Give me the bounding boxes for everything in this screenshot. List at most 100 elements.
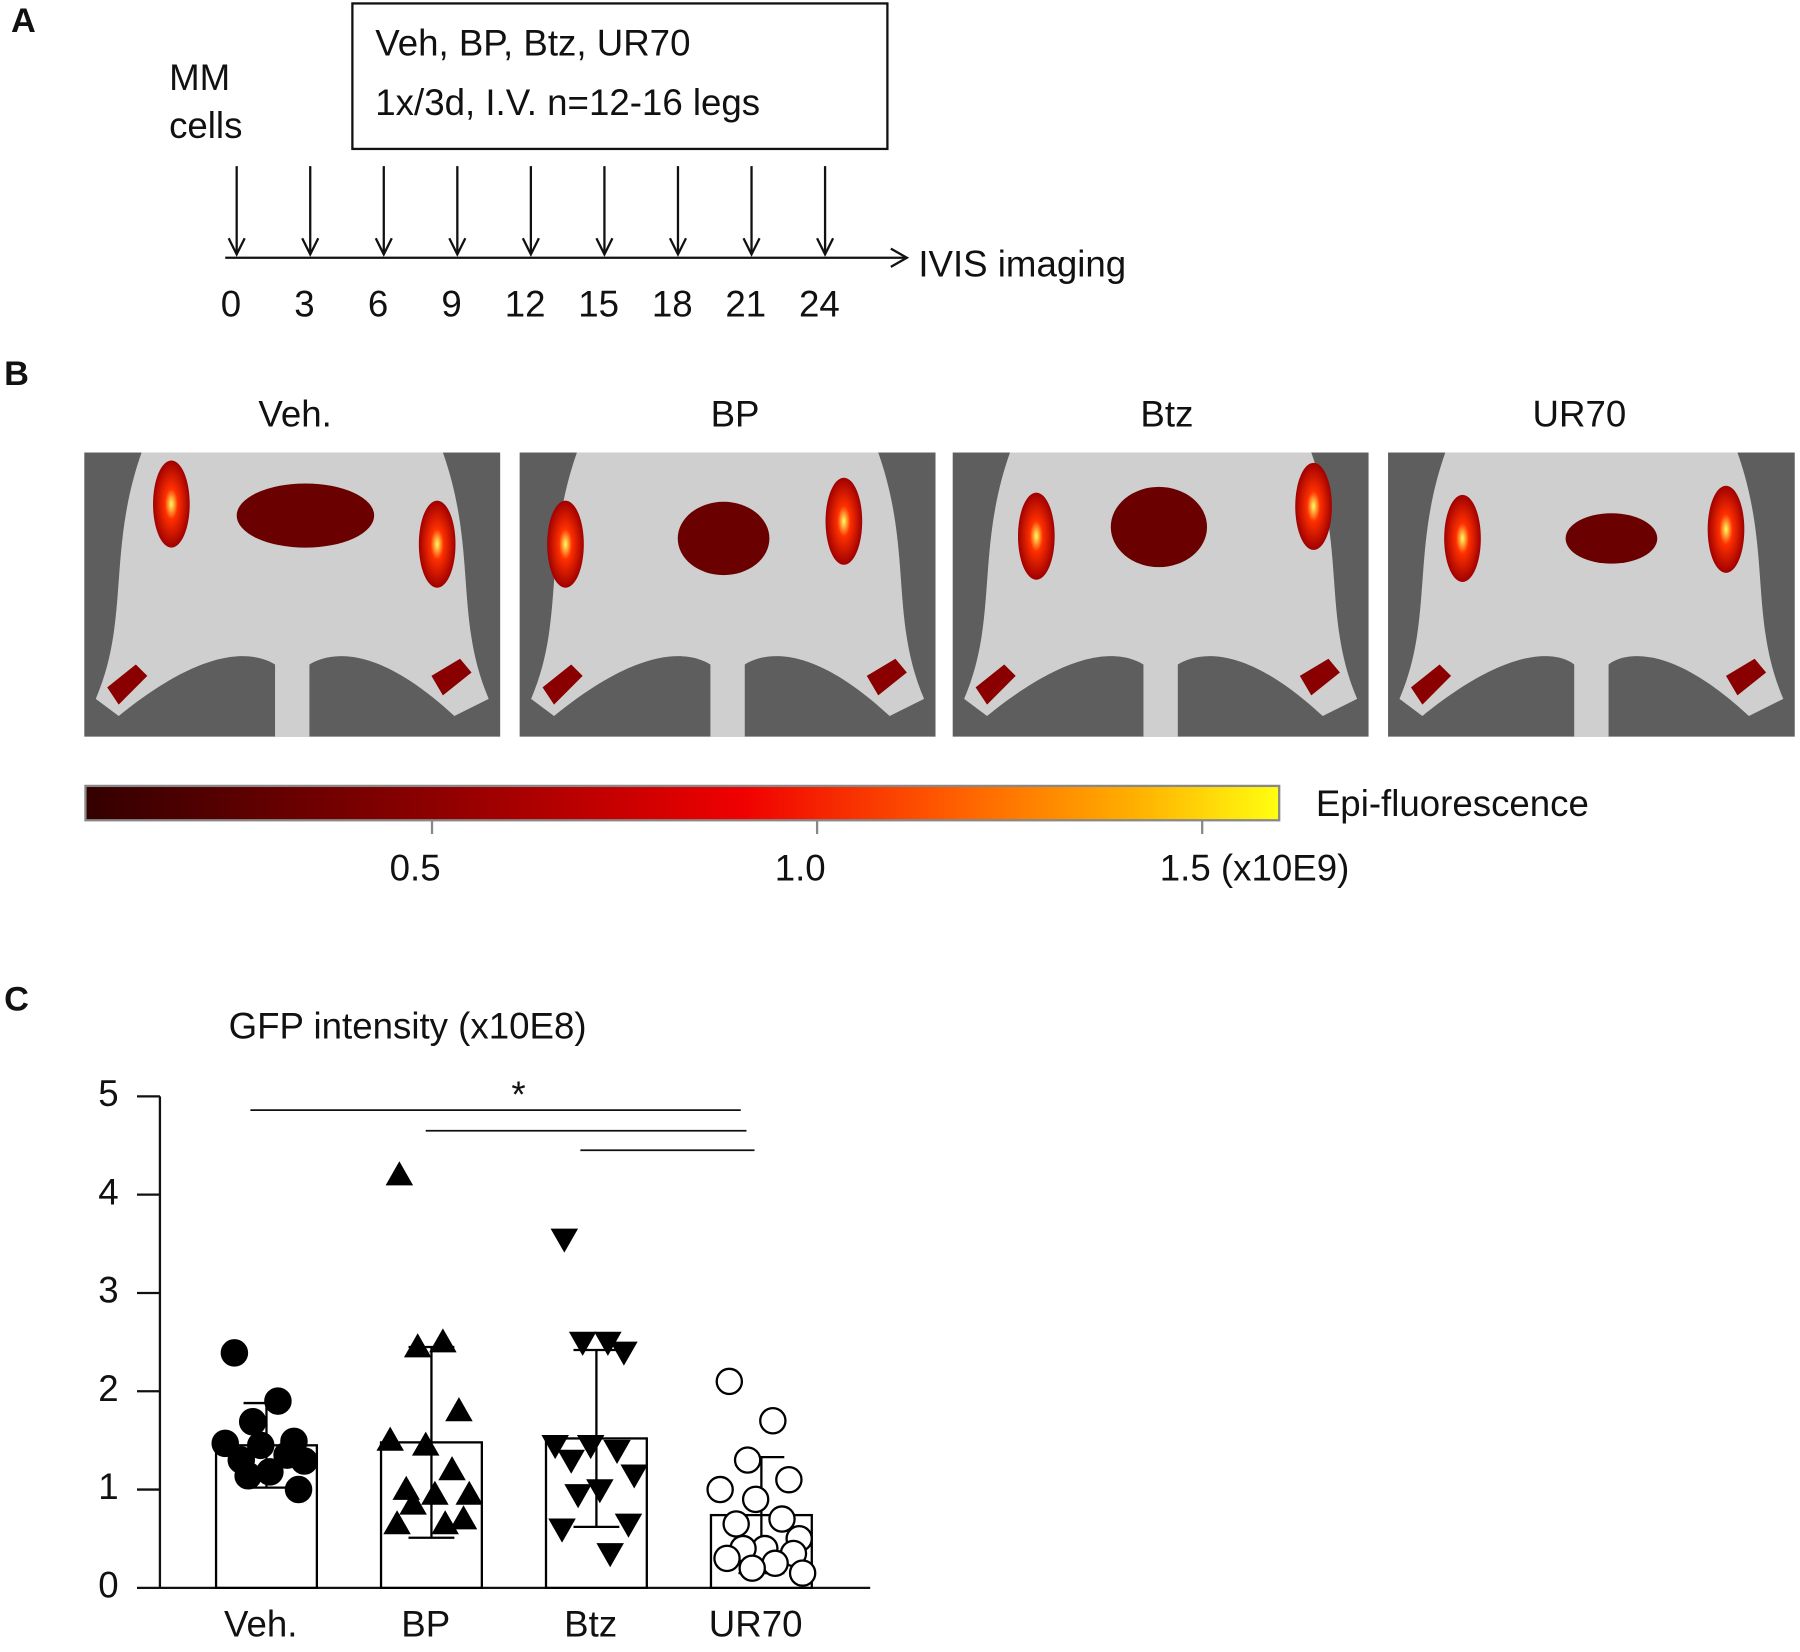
data-point (768, 1505, 796, 1533)
colorbar-tick-label: 0.5 (390, 847, 441, 888)
data-point (376, 1426, 404, 1451)
data-point (403, 1333, 432, 1358)
y-tick-label: 3 (98, 1270, 118, 1311)
day-label: 21 (725, 284, 766, 325)
day-label: 15 (578, 284, 619, 325)
data-point (234, 1462, 262, 1490)
arrowhead (668, 237, 688, 257)
injection-label: MM (169, 57, 230, 98)
colorbar-tick-label: 1.5 (x10E9) (1160, 847, 1350, 888)
data-point (385, 1161, 414, 1186)
x-tick-label: UR70 (709, 1603, 803, 1644)
signal (1565, 513, 1658, 564)
data-point (759, 1406, 787, 1435)
y-tick-label: 1 (98, 1466, 118, 1507)
arrowhead (595, 237, 614, 257)
data-point (568, 1331, 597, 1356)
treatment-text: Veh, BP, Btz, UR70 (375, 23, 690, 64)
day-label: 3 (294, 284, 314, 325)
data-point (775, 1465, 803, 1494)
data-point (614, 1513, 643, 1538)
panel-label: C (4, 980, 29, 1018)
arrowhead (227, 237, 246, 257)
day-label: 12 (505, 284, 546, 325)
data-point (761, 1549, 789, 1578)
colorbar-ticks: 0.5 1.0 1.5 (x10E9) (390, 820, 1350, 888)
data-point (421, 1480, 449, 1505)
data-point (586, 1479, 614, 1504)
data-point (706, 1475, 734, 1504)
x-tick-label: Veh. (224, 1603, 297, 1644)
data-point (741, 1485, 770, 1514)
panel-label: B (4, 355, 29, 393)
data-point (211, 1429, 239, 1458)
days: 0 3 6 9 12 15 18 21 24 (221, 166, 840, 325)
data-point (594, 1331, 622, 1356)
data-point (438, 1456, 466, 1481)
arrowhead (301, 237, 320, 257)
mouse-body (964, 452, 1358, 737)
data-point (722, 1510, 750, 1538)
images: Veh. BP Btz UR70 (84, 394, 1795, 737)
x-tick-label: Btz (564, 1603, 617, 1644)
arrowhead (742, 237, 761, 257)
data-point (383, 1510, 411, 1535)
data-point (431, 1510, 459, 1535)
signal (825, 477, 863, 565)
data-point (564, 1484, 592, 1509)
y-tick-label: 5 (98, 1073, 118, 1114)
mouse-body (1399, 452, 1784, 737)
day-label: 9 (441, 284, 461, 325)
y-tick-label: 0 (98, 1565, 118, 1606)
x-tick-label: BP (401, 1603, 450, 1644)
data-point (713, 1544, 741, 1573)
data-point (399, 1490, 427, 1515)
signal (547, 500, 584, 588)
data-point (738, 1554, 766, 1582)
significance-label: * (511, 1074, 525, 1115)
injection-label: cells (169, 105, 242, 146)
day-label: 18 (652, 284, 693, 325)
signal (418, 500, 456, 588)
data-point (449, 1505, 478, 1530)
data-point (788, 1559, 817, 1587)
data-point (284, 1475, 313, 1504)
data-point (220, 1339, 249, 1367)
data-point (603, 1439, 631, 1464)
data-point (290, 1447, 319, 1475)
arrowhead (448, 237, 467, 257)
signal (153, 460, 190, 548)
data-point (238, 1407, 267, 1436)
arrowhead (890, 247, 910, 268)
data-point (429, 1328, 457, 1353)
y-axis-label: GFP intensity (x10E8) (229, 1005, 587, 1046)
signal (1295, 462, 1332, 550)
data-point (596, 1543, 624, 1568)
data-point (411, 1431, 440, 1456)
data-point (557, 1449, 585, 1474)
colorbar (84, 784, 1281, 822)
arrowhead (521, 237, 540, 257)
data-point (541, 1435, 569, 1460)
day-label: 24 (799, 284, 840, 325)
end-label: IVIS imaging (918, 244, 1126, 285)
colorbar-tick-label: 1.0 (775, 847, 826, 888)
data-point (445, 1397, 473, 1422)
arrowhead (816, 237, 835, 257)
y-tick-label: 4 (98, 1171, 118, 1212)
data-point (715, 1367, 744, 1396)
day-label: 6 (368, 284, 388, 325)
plot: 0 1 2 3 4 5 Veh. BP Btz UR70 * (98, 1073, 817, 1644)
data-point (610, 1341, 638, 1366)
data-point (264, 1387, 292, 1415)
colorbar-label: Epi-fluorescence (1316, 783, 1589, 824)
signal (677, 501, 770, 576)
signal (236, 483, 375, 548)
data-point (620, 1464, 648, 1489)
treatment-box (351, 2, 889, 151)
treatment-text: 1x/3d, I.V. n=12-16 legs (375, 82, 760, 123)
data-point (576, 1435, 605, 1460)
image-label: UR70 (1532, 394, 1626, 435)
signal (1444, 494, 1481, 582)
